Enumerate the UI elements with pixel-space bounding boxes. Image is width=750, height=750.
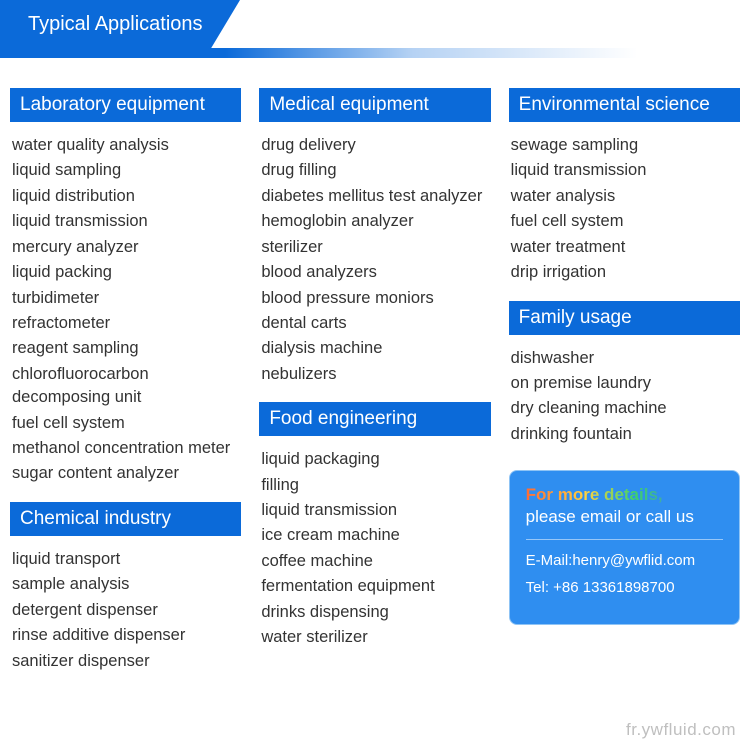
contact-title-1: For more details, xyxy=(526,485,723,505)
list-item: drip irrigation xyxy=(511,261,738,284)
list-item: mercury analyzer xyxy=(12,236,239,259)
section-header: Environmental science xyxy=(509,88,740,122)
list-item: liquid transmission xyxy=(511,159,738,182)
item-list: liquid transportsample analysis detergent… xyxy=(10,548,241,681)
list-item: liquid transmission xyxy=(12,210,239,233)
list-item: water sterilizer xyxy=(261,626,488,649)
section-header: Laboratory equipment xyxy=(10,88,241,122)
list-item: refractometer xyxy=(12,312,239,335)
banner-title: Typical Applications xyxy=(0,0,240,48)
list-item: drug filling xyxy=(261,159,488,182)
list-item: blood pressure moniors xyxy=(261,287,488,310)
list-item: sterilizer xyxy=(261,236,488,259)
list-item: liquid distribution xyxy=(12,185,239,208)
list-item: liquid transmission xyxy=(261,499,488,522)
list-item: dental carts xyxy=(261,312,488,335)
list-item: drinks dispensing xyxy=(261,601,488,624)
list-item: dishwasher xyxy=(511,347,738,370)
list-item: water quality analysis xyxy=(12,134,239,157)
list-item: filling xyxy=(261,474,488,497)
column-1: Laboratory equipment water quality analys… xyxy=(10,88,241,681)
section-header: Food engineering xyxy=(259,402,490,436)
list-item: liquid packing xyxy=(12,261,239,284)
list-item: fuel cell system xyxy=(12,412,239,435)
item-list: dishwasheron premise laundrydry cleaning… xyxy=(509,347,740,455)
contact-title-2: please email or call us xyxy=(526,507,723,527)
item-list: liquid packaging fillingliquid transmissi… xyxy=(259,448,490,657)
section-header: Family usage xyxy=(509,301,740,335)
list-item: chlorofluorocarbon decomposing unit xyxy=(12,363,239,410)
list-item: water analysis xyxy=(511,185,738,208)
list-item: ice cream machine xyxy=(261,524,488,547)
list-item: sewage sampling xyxy=(511,134,738,157)
list-item: dry cleaning machine xyxy=(511,397,738,420)
list-item: fermentation equipment xyxy=(261,575,488,598)
list-item: liquid transport xyxy=(12,548,239,571)
list-item: drug delivery xyxy=(261,134,488,157)
item-list: water quality analysisliquid sampling liq… xyxy=(10,134,241,494)
section-header: Medical equipment xyxy=(259,88,490,122)
banner-underline xyxy=(0,48,750,58)
contact-divider xyxy=(526,539,723,540)
list-item: detergent dispenser xyxy=(12,599,239,622)
list-item: liquid packaging xyxy=(261,448,488,471)
list-item: on premise laundry xyxy=(511,372,738,395)
list-item: reagent sampling xyxy=(12,337,239,360)
columns-container: Laboratory equipment water quality analys… xyxy=(0,88,750,681)
list-item: water treatment xyxy=(511,236,738,259)
list-item: turbidimeter xyxy=(12,287,239,310)
list-item: dialysis machine xyxy=(261,337,488,360)
item-list: drug deliverydrug filling diabetes mellit… xyxy=(259,134,490,394)
list-item: sanitizer dispenser xyxy=(12,650,239,673)
list-item: liquid sampling xyxy=(12,159,239,182)
list-item: sample analysis xyxy=(12,573,239,596)
watermark: fr.ywfluid.com xyxy=(626,720,736,740)
contact-email: E-Mail:henry@ywflid.com xyxy=(526,552,723,569)
list-item: rinse additive dispenser xyxy=(12,624,239,647)
list-item: nebulizers xyxy=(261,363,488,386)
column-2: Medical equipment drug deliverydrug filli… xyxy=(259,88,490,681)
page-banner: Typical Applications xyxy=(0,0,750,48)
section-header: Chemical industry xyxy=(10,502,241,536)
list-item: blood analyzers xyxy=(261,261,488,284)
list-item: methanol concentration meter xyxy=(12,437,239,460)
list-item: drinking fountain xyxy=(511,423,738,446)
contact-tel: Tel: +86 13361898700 xyxy=(526,579,723,596)
contact-box: For more details,please email or call us… xyxy=(509,470,740,625)
list-item: diabetes mellitus test analyzer xyxy=(261,185,488,208)
list-item: sugar content analyzer xyxy=(12,462,239,485)
list-item: fuel cell system xyxy=(511,210,738,233)
column-3: Environmental science sewage samplingliqu… xyxy=(509,88,740,681)
list-item: coffee machine xyxy=(261,550,488,573)
item-list: sewage samplingliquid transmission water … xyxy=(509,134,740,293)
list-item: hemoglobin analyzer xyxy=(261,210,488,233)
